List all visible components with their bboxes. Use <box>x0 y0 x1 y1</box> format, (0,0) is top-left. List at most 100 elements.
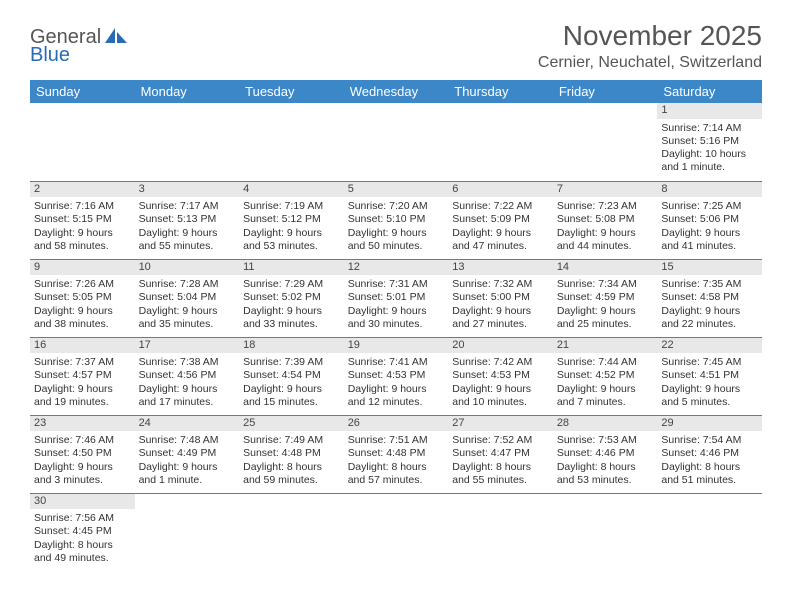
sunrise-text: Sunrise: 7:23 AM <box>557 200 654 213</box>
sunset-text: Sunset: 5:01 PM <box>348 291 445 304</box>
day-number: 27 <box>448 416 553 432</box>
calendar-week-row: 16Sunrise: 7:37 AMSunset: 4:57 PMDayligh… <box>30 337 762 415</box>
daylight-text: Daylight: 9 hours and 38 minutes. <box>34 305 131 331</box>
daylight-text: Daylight: 8 hours and 49 minutes. <box>34 539 131 565</box>
daylight-text: Daylight: 9 hours and 33 minutes. <box>243 305 340 331</box>
calendar-week-row: 23Sunrise: 7:46 AMSunset: 4:50 PMDayligh… <box>30 415 762 493</box>
calendar-day-cell: 30Sunrise: 7:56 AMSunset: 4:45 PMDayligh… <box>30 493 135 571</box>
day-number: 1 <box>657 103 762 119</box>
day-number: 8 <box>657 182 762 198</box>
sunset-text: Sunset: 4:45 PM <box>34 525 131 538</box>
sunset-text: Sunset: 4:46 PM <box>661 447 758 460</box>
day-number: 28 <box>553 416 658 432</box>
weekday-header: Monday <box>135 80 240 103</box>
calendar-day-cell: 27Sunrise: 7:52 AMSunset: 4:47 PMDayligh… <box>448 415 553 493</box>
daylight-text: Daylight: 8 hours and 55 minutes. <box>452 461 549 487</box>
calendar-day-cell: 25Sunrise: 7:49 AMSunset: 4:48 PMDayligh… <box>239 415 344 493</box>
sunrise-text: Sunrise: 7:25 AM <box>661 200 758 213</box>
calendar-day-cell: 22Sunrise: 7:45 AMSunset: 4:51 PMDayligh… <box>657 337 762 415</box>
calendar-day-cell: 8Sunrise: 7:25 AMSunset: 5:06 PMDaylight… <box>657 181 762 259</box>
daylight-text: Daylight: 9 hours and 27 minutes. <box>452 305 549 331</box>
calendar-day-cell: 18Sunrise: 7:39 AMSunset: 4:54 PMDayligh… <box>239 337 344 415</box>
day-number: 19 <box>344 338 449 354</box>
sunset-text: Sunset: 4:54 PM <box>243 369 340 382</box>
calendar-day-cell: 15Sunrise: 7:35 AMSunset: 4:58 PMDayligh… <box>657 259 762 337</box>
daylight-text: Daylight: 9 hours and 12 minutes. <box>348 383 445 409</box>
sunrise-text: Sunrise: 7:53 AM <box>557 434 654 447</box>
sunset-text: Sunset: 4:53 PM <box>452 369 549 382</box>
day-number: 14 <box>553 260 658 276</box>
sunset-text: Sunset: 5:12 PM <box>243 213 340 226</box>
calendar-week-row: 9Sunrise: 7:26 AMSunset: 5:05 PMDaylight… <box>30 259 762 337</box>
sunset-text: Sunset: 5:05 PM <box>34 291 131 304</box>
daylight-text: Daylight: 8 hours and 59 minutes. <box>243 461 340 487</box>
daylight-text: Daylight: 9 hours and 55 minutes. <box>139 227 236 253</box>
sunset-text: Sunset: 5:09 PM <box>452 213 549 226</box>
daylight-text: Daylight: 9 hours and 30 minutes. <box>348 305 445 331</box>
day-number: 4 <box>239 182 344 198</box>
day-number: 15 <box>657 260 762 276</box>
calendar-day-cell: 5Sunrise: 7:20 AMSunset: 5:10 PMDaylight… <box>344 181 449 259</box>
calendar-day-cell: 6Sunrise: 7:22 AMSunset: 5:09 PMDaylight… <box>448 181 553 259</box>
daylight-text: Daylight: 9 hours and 10 minutes. <box>452 383 549 409</box>
daylight-text: Daylight: 9 hours and 3 minutes. <box>34 461 131 487</box>
day-number: 10 <box>135 260 240 276</box>
page-header: General November 2025 Cernier, Neuchatel… <box>30 20 762 72</box>
day-number: 26 <box>344 416 449 432</box>
calendar-day-cell: 26 Sunrise: 7:51 AMSunset: 4:48 PMDayligh… <box>344 415 449 493</box>
sunset-text: Sunset: 5:13 PM <box>139 213 236 226</box>
day-number: 24 <box>135 416 240 432</box>
sunset-text: Sunset: 5:00 PM <box>452 291 549 304</box>
day-number: 25 <box>239 416 344 432</box>
weekday-header: Thursday <box>448 80 553 103</box>
sunset-text: Sunset: 5:04 PM <box>139 291 236 304</box>
day-number: 9 <box>30 260 135 276</box>
day-number: 30 <box>30 494 135 510</box>
daylight-text: Daylight: 9 hours and 1 minute. <box>139 461 236 487</box>
daylight-text: Daylight: 9 hours and 47 minutes. <box>452 227 549 253</box>
sunrise-text: Sunrise: 7:54 AM <box>661 434 758 447</box>
calendar-day-cell: 3Sunrise: 7:17 AMSunset: 5:13 PMDaylight… <box>135 181 240 259</box>
sunrise-text: Sunrise: 7:45 AM <box>661 356 758 369</box>
daylight-text: Daylight: 9 hours and 50 minutes. <box>348 227 445 253</box>
sunset-text: Sunset: 5:10 PM <box>348 213 445 226</box>
weekday-header: Wednesday <box>344 80 449 103</box>
calendar-empty-cell <box>135 493 240 571</box>
title-block: November 2025 Cernier, Neuchatel, Switze… <box>538 20 762 72</box>
sunrise-text: Sunrise: 7:51 AM <box>348 434 445 447</box>
day-number: 16 <box>30 338 135 354</box>
sail-icon <box>105 26 127 44</box>
sunrise-text: Sunrise: 7:44 AM <box>557 356 654 369</box>
sunrise-text: Sunrise: 7:14 AM <box>661 122 758 135</box>
calendar-empty-cell <box>553 103 658 181</box>
calendar-day-cell: 24 Sunrise: 7:48 AMSunset: 4:49 PMDayligh… <box>135 415 240 493</box>
sunset-text: Sunset: 4:46 PM <box>557 447 654 460</box>
sunset-text: Sunset: 4:59 PM <box>557 291 654 304</box>
calendar-day-cell: 14 Sunrise: 7:34 AMSunset: 4:59 PMDayligh… <box>553 259 658 337</box>
sunset-text: Sunset: 4:49 PM <box>139 447 236 460</box>
calendar-empty-cell <box>448 493 553 571</box>
calendar-day-cell: 7Sunrise: 7:23 AMSunset: 5:08 PMDaylight… <box>553 181 658 259</box>
calendar-week-row: 1Sunrise: 7:14 AMSunset: 5:16 PMDaylight… <box>30 103 762 181</box>
sunset-text: Sunset: 4:48 PM <box>348 447 445 460</box>
daylight-text: Daylight: 9 hours and 22 minutes. <box>661 305 758 331</box>
sunrise-text: Sunrise: 7:26 AM <box>34 278 131 291</box>
sunrise-text: Sunrise: 7:35 AM <box>661 278 758 291</box>
daylight-text: Daylight: 8 hours and 51 minutes. <box>661 461 758 487</box>
daylight-text: Daylight: 9 hours and 58 minutes. <box>34 227 131 253</box>
sunrise-text: Sunrise: 7:48 AM <box>139 434 236 447</box>
sunset-text: Sunset: 5:02 PM <box>243 291 340 304</box>
daylight-text: Daylight: 8 hours and 57 minutes. <box>348 461 445 487</box>
sunrise-text: Sunrise: 7:49 AM <box>243 434 340 447</box>
day-number: 23 <box>30 416 135 432</box>
calendar-week-row: 2Sunrise: 7:16 AMSunset: 5:15 PMDaylight… <box>30 181 762 259</box>
weekday-row: SundayMondayTuesdayWednesdayThursdayFrid… <box>30 80 762 103</box>
calendar-empty-cell <box>30 103 135 181</box>
calendar-empty-cell <box>448 103 553 181</box>
daylight-text: Daylight: 9 hours and 25 minutes. <box>557 305 654 331</box>
daylight-text: Daylight: 9 hours and 35 minutes. <box>139 305 236 331</box>
day-number: 18 <box>239 338 344 354</box>
calendar-day-cell: 21Sunrise: 7:44 AMSunset: 4:52 PMDayligh… <box>553 337 658 415</box>
sunrise-text: Sunrise: 7:34 AM <box>557 278 654 291</box>
calendar-empty-cell <box>135 103 240 181</box>
